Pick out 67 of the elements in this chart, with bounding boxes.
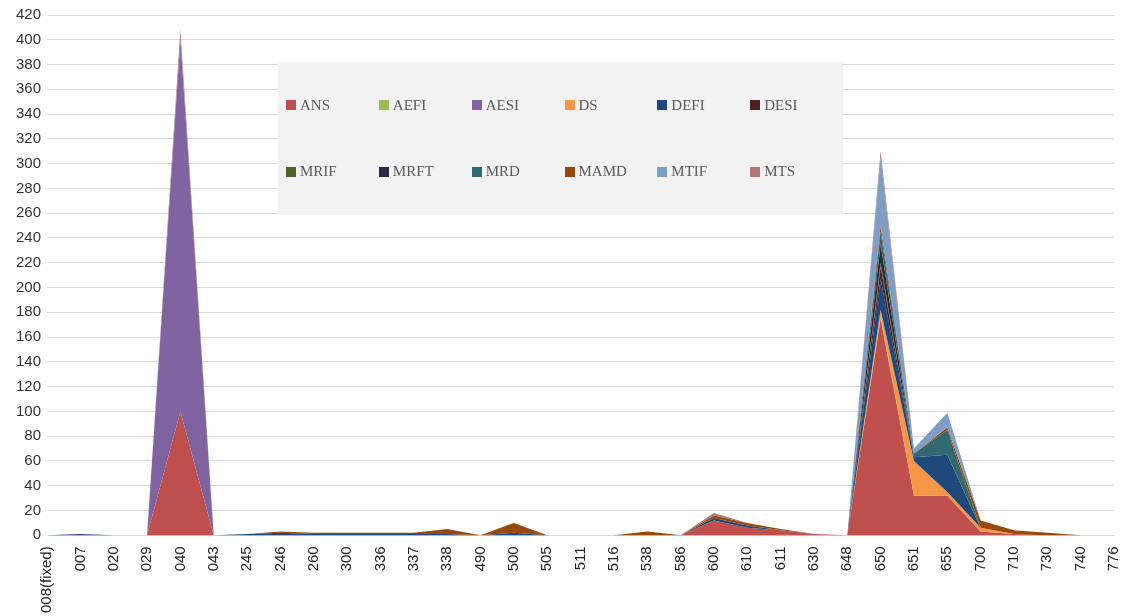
legend-label: MTS (764, 163, 795, 181)
x-tick-label: 511 (570, 546, 588, 571)
x-tick-label: 700 (970, 546, 988, 572)
x-tick-label: 020 (103, 546, 121, 572)
x-tick-label: 600 (704, 546, 722, 572)
y-tick-label: 220 (16, 252, 42, 270)
x-tick-label: 740 (1070, 546, 1088, 572)
x-tick-label: 246 (270, 546, 288, 572)
x-tick-label: 338 (437, 546, 455, 572)
y-tick-label: 160 (16, 327, 42, 345)
y-tick-label: 300 (16, 153, 42, 171)
y-tick-label: 240 (16, 228, 42, 246)
x-tick-label: 500 (503, 546, 521, 572)
y-tick-label: 280 (16, 178, 42, 196)
x-tick-label: 516 (604, 546, 621, 572)
x-tick-label: 040 (170, 546, 188, 572)
x-tick-label: 651 (904, 546, 922, 572)
legend-label: MAMD (578, 163, 627, 181)
x-tick-label: 710 (1004, 546, 1022, 572)
x-tick-label: 776 (1104, 546, 1122, 572)
y-tick-label: 140 (16, 352, 42, 370)
y-tick-label: 100 (16, 401, 42, 419)
x-tick-label: 337 (403, 546, 421, 572)
x-tick-label: 650 (870, 546, 888, 572)
y-tick-label: 200 (16, 277, 42, 295)
x-tick-label: 336 (370, 546, 388, 572)
x-tick-label: 505 (537, 546, 555, 572)
y-tick-label: 260 (16, 203, 42, 221)
legend-label: MTIF (671, 163, 708, 181)
legend-label: MRD (485, 163, 520, 181)
x-tick-label: 586 (670, 546, 688, 572)
x-tick-label: 043 (203, 546, 221, 572)
y-tick-label: 20 (24, 500, 42, 518)
legend-label: DEFI (671, 96, 705, 114)
legend-label: MRIF (300, 163, 337, 181)
x-tick-label: 630 (804, 546, 822, 572)
x-tick-label: 029 (137, 546, 155, 572)
x-tick-label: 538 (637, 546, 655, 572)
y-tick-label: 400 (16, 29, 42, 47)
y-tick-label: 80 (24, 426, 42, 444)
y-tick-label: 420 (16, 5, 42, 23)
x-tick-label: 300 (337, 546, 355, 572)
y-tick-label: 40 (24, 475, 42, 493)
y-tick-label: 380 (16, 54, 42, 72)
legend-label: AESI (485, 96, 519, 114)
y-tick-label: 0 (32, 525, 42, 543)
x-tick-label: 008(fixed) (37, 546, 55, 613)
y-tick-label: 60 (24, 451, 42, 469)
x-tick-label: 490 (470, 546, 488, 572)
x-tick-label: 610 (737, 546, 755, 572)
legend-label: DESI (764, 96, 798, 114)
x-tick-label: 007 (70, 546, 88, 572)
x-tick-label: 611 (770, 546, 788, 571)
x-tick-label: 730 (1037, 546, 1055, 572)
x-tick-label: 260 (303, 546, 321, 572)
legend-label: MRFT (392, 163, 434, 181)
legend-label: DS (578, 96, 598, 114)
y-tick-label: 320 (16, 129, 42, 147)
x-tick-label: 648 (837, 546, 855, 572)
x-tick-label: 245 (237, 546, 255, 572)
legend-label: AEFI (392, 96, 427, 114)
y-tick-label: 180 (16, 302, 42, 320)
x-tick-label: 655 (937, 546, 955, 572)
y-tick-label: 340 (16, 104, 42, 122)
y-tick-label: 120 (16, 376, 42, 394)
legend-label: ANS (300, 96, 331, 114)
y-tick-label: 360 (16, 79, 42, 97)
